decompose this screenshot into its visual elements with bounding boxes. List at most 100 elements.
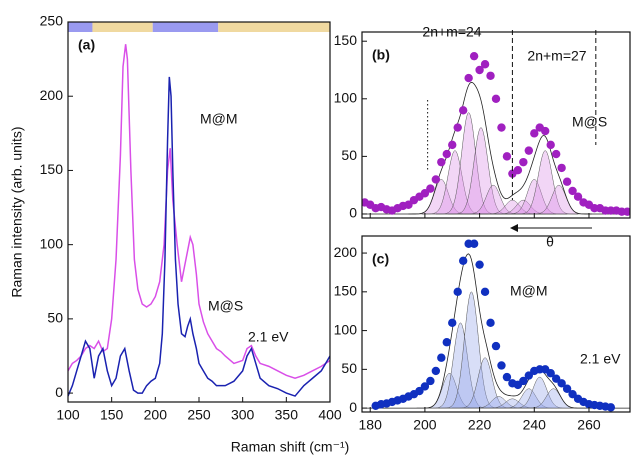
data-point (546, 140, 555, 150)
data-point (442, 338, 451, 347)
data-point (562, 384, 572, 393)
series-line (68, 44, 330, 380)
data-point (458, 256, 468, 266)
data-point (448, 140, 457, 150)
y-tick-label: 150 (40, 161, 64, 177)
data-point (524, 146, 534, 155)
data-point (480, 60, 490, 69)
y-tick-label: 100 (334, 90, 358, 106)
plot-area (362, 239, 630, 412)
annotation: 2.1 eV (580, 351, 621, 367)
x-tick-label: 200 (144, 407, 168, 423)
color-bar-segment (68, 22, 93, 32)
data-point (448, 318, 457, 328)
series-label: M@M (510, 283, 548, 299)
data-point (415, 386, 424, 396)
data-point (491, 94, 501, 103)
x-tick-label: 400 (318, 407, 342, 423)
data-point (623, 207, 630, 216)
color-bar-segment (152, 22, 219, 32)
y-tick-label: 50 (341, 147, 357, 163)
data-point (551, 374, 561, 383)
plot-area (68, 22, 330, 397)
x-tick-label: 350 (275, 407, 299, 423)
data-point (426, 184, 435, 193)
y-tick-label: 0 (349, 205, 357, 221)
data-point (469, 51, 479, 61)
panel-label: (a) (78, 37, 95, 53)
data-point (497, 361, 506, 370)
axes-frame (361, 235, 631, 413)
y-tick-label: 200 (40, 87, 64, 103)
y-tick-label: 0 (349, 399, 357, 415)
x-tick-label: 250 (187, 407, 211, 423)
data-point (475, 260, 484, 269)
series-label: M@S (208, 298, 243, 314)
data-point (502, 152, 512, 161)
series-label: M@S (572, 114, 607, 130)
x-tick-label: 100 (56, 407, 80, 423)
series-label: M@M (200, 111, 238, 127)
data-point (458, 106, 468, 115)
y-tick-label: 150 (334, 283, 358, 299)
data-point (486, 71, 495, 80)
data-point (475, 65, 484, 75)
data-point (573, 192, 583, 201)
color-bar-segment (218, 22, 330, 32)
y-tick-label: 50 (341, 360, 357, 376)
data-point (568, 389, 577, 399)
data-point (519, 157, 528, 167)
data-point (453, 287, 462, 297)
data-point (442, 149, 451, 159)
y-tick-label: 50 (47, 310, 63, 326)
y-axis-title: Raman intensity (arb. units) (9, 126, 25, 297)
data-point (420, 382, 430, 391)
data-point (557, 163, 566, 173)
data-point (541, 126, 550, 136)
data-point (453, 123, 462, 132)
fit-sum (362, 81, 630, 215)
data-point (431, 366, 441, 376)
data-point (431, 175, 441, 184)
x-tick-label: 150 (100, 407, 124, 423)
data-point (491, 341, 501, 351)
data-point (464, 73, 473, 83)
x-tick-label: 260 (577, 417, 601, 433)
data-point (530, 129, 539, 138)
data-point (486, 318, 495, 328)
y-tick-label: 100 (334, 321, 358, 337)
y-tick-label: 100 (40, 235, 64, 251)
color-bar-segment (92, 22, 153, 32)
y-tick-label: 0 (55, 384, 63, 400)
axes-frame (67, 21, 331, 403)
y-tick-label: 200 (334, 244, 358, 260)
data-point (551, 149, 561, 159)
y-tick-label: 250 (40, 13, 64, 29)
x-tick-label: 240 (523, 417, 547, 433)
data-point (437, 157, 446, 167)
x-tick-label: 200 (413, 417, 437, 433)
data-point (437, 353, 446, 362)
data-point (502, 372, 512, 382)
data-point (519, 376, 528, 386)
data-point (524, 371, 534, 380)
series-line (68, 76, 330, 397)
arrow-label: θ (546, 234, 554, 250)
y-tick-label: 150 (334, 32, 358, 48)
x-tick-label: 300 (231, 407, 255, 423)
data-point (513, 166, 523, 175)
x-tick-label: 220 (468, 417, 492, 433)
data-point (480, 287, 490, 297)
panel-label: (b) (372, 47, 390, 63)
plot-area (362, 51, 630, 216)
annotation: 2.1 eV (248, 329, 289, 345)
data-point (562, 177, 572, 186)
fit-sum (362, 253, 630, 409)
axes-frame (361, 31, 631, 219)
data-point (557, 379, 566, 388)
x-axis-title: Raman shift (cm⁻¹) (231, 439, 350, 455)
data-point (469, 239, 479, 248)
data-point (546, 369, 555, 378)
data-point (606, 403, 616, 412)
